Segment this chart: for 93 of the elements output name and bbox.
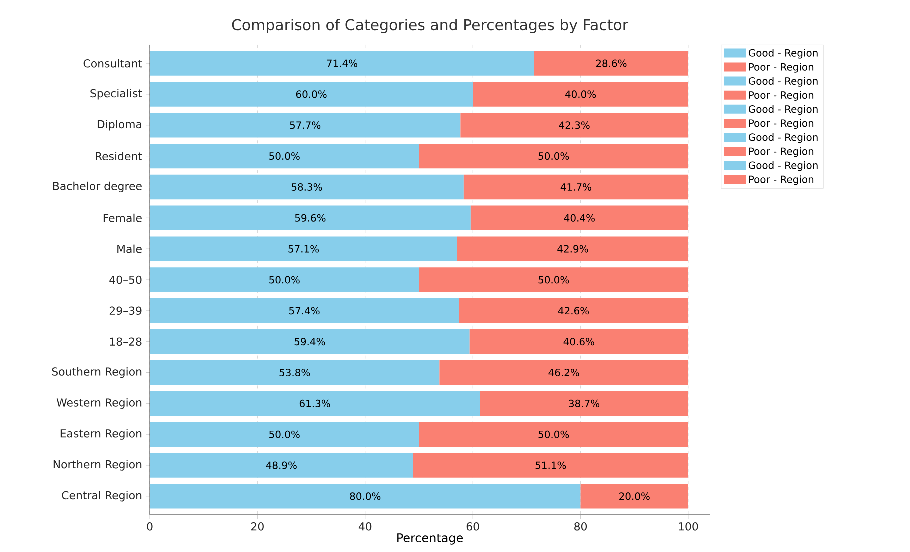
bar — [150, 360, 440, 386]
data-label: 28.6% — [596, 60, 627, 68]
bar — [473, 82, 688, 107]
x-tick-label: 80 — [574, 522, 588, 531]
legend-label: Poor - Region — [749, 91, 814, 101]
legend-label: Good - Region — [748, 49, 818, 59]
data-label: 59.4% — [294, 338, 326, 346]
y-tick-label: Specialist — [90, 89, 142, 100]
y-tick-label: Eastern Region — [60, 429, 142, 440]
bar — [440, 360, 688, 386]
bar — [150, 144, 420, 169]
data-label: 50.0% — [270, 430, 300, 438]
chart-title: Comparison of Categories and Percentages by Factor — [232, 19, 629, 34]
bar — [150, 51, 534, 76]
data-label: 57.4% — [289, 307, 320, 315]
legend-label: Good - Region — [748, 133, 818, 144]
bar — [464, 174, 688, 200]
data-label: 20.0% — [620, 492, 650, 500]
bar — [150, 236, 458, 262]
y-tick-label: Diploma — [98, 120, 142, 131]
bar — [150, 391, 480, 416]
bar — [460, 113, 688, 138]
legend-label: Poor - Region — [749, 63, 814, 73]
bar — [150, 484, 581, 509]
data-label: 80.0% — [350, 492, 381, 500]
data-label: 42.3% — [559, 122, 590, 130]
x-axis-title: Percentage — [398, 534, 464, 545]
legend-label: Poor - Region — [749, 148, 814, 158]
data-label: 57.1% — [288, 245, 320, 253]
bar — [480, 391, 688, 416]
bar — [150, 453, 414, 478]
bar — [150, 268, 420, 292]
y-tick-label: 40–50 — [110, 276, 142, 284]
bar — [580, 484, 688, 509]
bar — [150, 206, 471, 231]
data-label: 38.7% — [569, 400, 600, 408]
data-label: 58.3% — [292, 183, 322, 191]
legend-label: Poor - Region — [749, 119, 814, 130]
data-label: 42.6% — [558, 307, 590, 315]
data-label: 42.9% — [558, 245, 588, 253]
bar — [470, 329, 688, 354]
y-tick-label: 29–39 — [110, 306, 142, 316]
data-label: 40.0% — [565, 90, 596, 98]
bar — [459, 298, 688, 324]
x-tick-label: 100 — [679, 522, 698, 531]
y-tick-label: Southern Region — [52, 367, 142, 378]
bar — [419, 144, 688, 169]
y-tick-label: Central Region — [62, 491, 142, 502]
data-label: 57.7% — [290, 122, 321, 130]
x-tick-label: 20 — [252, 522, 264, 531]
bar — [413, 453, 688, 478]
data-label: 59.6% — [295, 214, 326, 222]
y-tick-label: Bachelor degree — [53, 182, 142, 193]
legend-label: Poor - Region — [749, 176, 814, 186]
bar — [419, 268, 688, 292]
bar — [470, 206, 688, 231]
y-tick-label: Female — [104, 214, 142, 222]
bar — [150, 329, 470, 354]
data-label: 61.3% — [300, 400, 330, 408]
data-label: 50.0% — [538, 430, 570, 438]
data-label: 50.0% — [538, 276, 570, 284]
data-label: 40.6% — [564, 338, 594, 346]
data-label: 71.4% — [327, 60, 358, 68]
data-label: 51.1% — [536, 462, 566, 470]
x-tick-label: 40 — [358, 522, 372, 531]
bar — [150, 82, 474, 107]
legend-label: Good - Region — [748, 77, 818, 87]
data-label: 50.0% — [270, 152, 300, 160]
x-tick-label: 0 — [147, 522, 153, 531]
y-tick-label: Northern Region — [54, 460, 142, 471]
y-tick-label: 18–28 — [110, 338, 142, 346]
legend-label: Good - Region — [748, 162, 818, 172]
y-tick-label: Consultant — [84, 59, 142, 68]
y-tick-label: Western Region — [56, 398, 142, 409]
bar — [150, 174, 464, 200]
bar — [150, 422, 420, 447]
data-label: 46.2% — [548, 368, 580, 377]
y-tick-label: Resident — [96, 152, 142, 161]
bar — [419, 422, 688, 447]
data-label: 50.0% — [270, 276, 300, 284]
legend-label: Good - Region — [748, 105, 818, 116]
bar — [150, 113, 461, 138]
data-label: 53.8% — [280, 368, 310, 377]
bar — [534, 51, 688, 76]
x-tick-label: 60 — [466, 522, 480, 531]
data-label: 50.0% — [538, 152, 570, 160]
data-label: 41.7% — [560, 183, 592, 191]
data-label: 40.4% — [564, 214, 595, 222]
y-tick-label: Male — [118, 244, 142, 254]
bar — [457, 236, 688, 262]
data-label: 60.0% — [296, 90, 327, 98]
bar — [150, 298, 460, 324]
data-label: 48.9% — [266, 462, 297, 470]
